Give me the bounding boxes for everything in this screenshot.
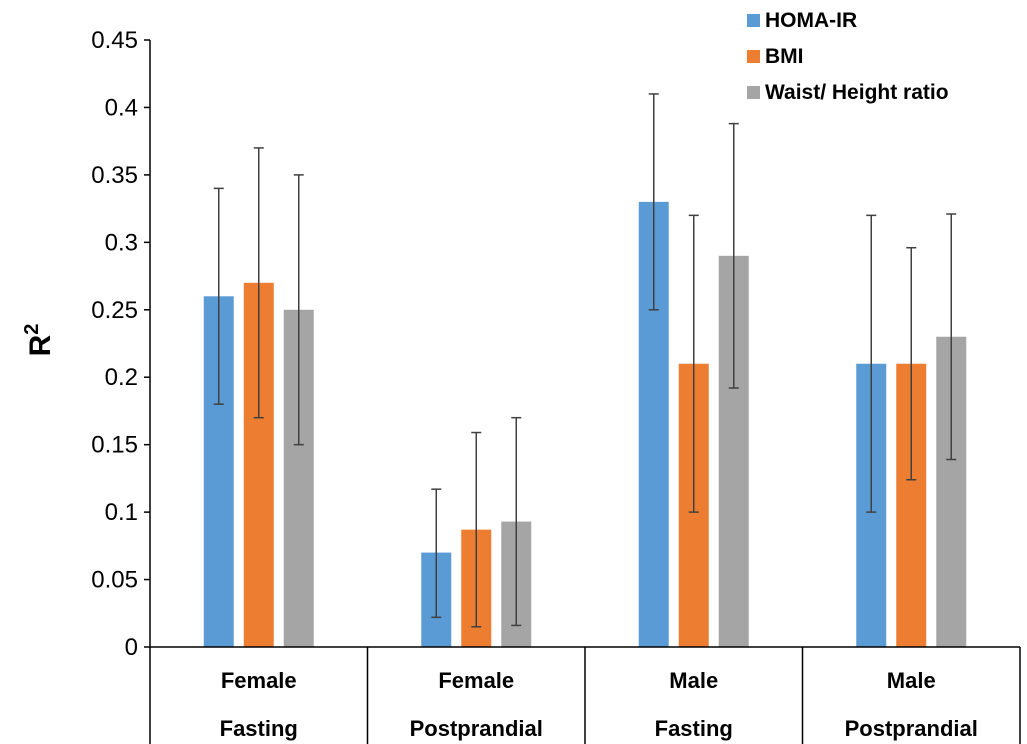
legend-label: BMI	[765, 45, 804, 68]
error-bars	[213, 93, 957, 628]
y-tick-label: 0.4	[105, 94, 138, 121]
bars	[203, 201, 967, 648]
y-tick-label: 0.25	[91, 297, 138, 324]
y-tick-label: 0.45	[91, 27, 138, 54]
legend-label: HOMA-IR	[765, 9, 857, 32]
category-label-line1: Female	[438, 668, 514, 693]
category-label-line2: Fasting	[655, 716, 733, 741]
y-axis-label-superscript: 2	[21, 324, 43, 335]
legend-swatch	[747, 14, 760, 27]
legend: HOMA-IR BMI Waist/ Height ratio	[747, 9, 949, 104]
category-label-line1: Male	[669, 668, 718, 693]
y-tick-label: 0.05	[91, 567, 138, 594]
y-axis-ticks: 0 0.05 0.1 0.15 0.2 0.25 0.3 0.35 0.4 0.45	[91, 27, 150, 661]
y-tick-label: 0.3	[105, 229, 138, 256]
y-axis-label-text: R	[24, 334, 57, 356]
legend-swatch	[747, 86, 760, 99]
y-tick-label: 0	[125, 634, 138, 661]
y-tick-label: 0.1	[105, 499, 138, 526]
legend-label: Waist/ Height ratio	[765, 81, 949, 104]
axes	[149, 40, 1021, 744]
y-tick-label: 0.2	[105, 364, 138, 391]
y-axis-label: R2	[21, 324, 57, 357]
category-label-line2: Postprandial	[410, 716, 543, 741]
legend-swatch	[747, 50, 760, 63]
category-label-line1: Male	[887, 668, 936, 693]
category-labels: Female Fasting Female Postprandial Male Fasti…	[220, 668, 978, 741]
category-label-line1: Female	[221, 668, 297, 693]
category-label-line2: Fasting	[220, 716, 298, 741]
category-label-line2: Postprandial	[845, 716, 978, 741]
y-tick-label: 0.35	[91, 162, 138, 189]
y-axis-title: R2	[21, 324, 57, 357]
y-tick-label: 0.15	[91, 432, 138, 459]
